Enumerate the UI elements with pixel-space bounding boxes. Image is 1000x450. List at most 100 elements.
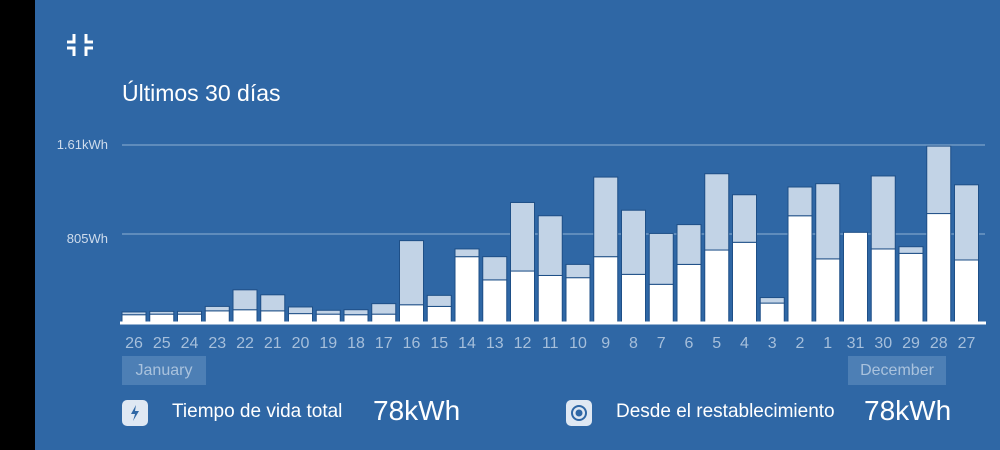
lightning-icon: [122, 400, 148, 426]
x-tick-label-15: 15: [430, 335, 448, 352]
x-tick-label-14: 14: [458, 335, 476, 352]
x-tick-label-5: 5: [712, 335, 721, 352]
x-tick-label-22: 22: [236, 335, 254, 352]
x-tick-label-23: 23: [208, 335, 226, 352]
bar-segment-25-s1: [149, 310, 175, 315]
since-reset-value: 78kWh: [864, 395, 952, 426]
bar-segment-5-s0: [704, 249, 730, 324]
bar-segment-27-s0: [954, 259, 979, 324]
lifetime-label: Tiempo de vida total: [172, 401, 343, 422]
bar-segment-8-s1: [621, 209, 646, 275]
bar-segment-13-s1: [482, 256, 508, 281]
bar-segment-16-s1: [399, 240, 424, 306]
lifetime-value: 78kWh: [373, 395, 461, 426]
bar-segment-24-s1: [177, 310, 202, 315]
bar-segment-19-s1: [315, 309, 341, 315]
x-tick-label-25: 25: [153, 335, 171, 352]
x-tick-label-1: 1: [823, 335, 832, 352]
bar-segment-15-s0: [426, 305, 452, 324]
bar-segment-6-s0: [676, 263, 702, 324]
bar-segment-16-s0: [399, 304, 424, 324]
bar-segment-29-s1: [898, 246, 924, 254]
y-tick-label-mid: 805Wh: [67, 231, 108, 246]
x-tick-label-8: 8: [629, 335, 638, 352]
bar-segment-15-s1: [426, 294, 452, 307]
x-tick-label-7: 7: [657, 335, 666, 352]
bar-segment-11-s1: [537, 215, 563, 276]
bar-segment-26-s1: [121, 311, 147, 316]
collapse-icon[interactable]: [64, 30, 96, 60]
x-tick-label-12: 12: [514, 335, 532, 352]
x-tick-label-30: 30: [874, 335, 892, 352]
x-tick-label-28: 28: [930, 335, 948, 352]
bar-segment-1-s0: [815, 258, 841, 324]
bar-segment-4-s1: [732, 194, 757, 243]
x-tick-label-20: 20: [292, 335, 310, 352]
x-tick-label-10: 10: [569, 335, 587, 352]
bar-segment-22-s0: [232, 309, 258, 324]
x-tick-label-29: 29: [902, 335, 920, 352]
bar-segment-17-s1: [371, 303, 397, 315]
bar-segment-10-s0: [565, 277, 591, 324]
chart-title: Últimos 30 días: [122, 80, 281, 106]
x-tick-label-24: 24: [181, 335, 199, 352]
bar-segment-4-s0: [732, 241, 757, 324]
bar-segment-8-s0: [621, 273, 646, 324]
x-tick-label-13: 13: [486, 335, 504, 352]
bar-segment-7-s0: [648, 283, 674, 324]
x-tick-label-6: 6: [685, 335, 694, 352]
bar-segment-11-s0: [537, 274, 563, 324]
bar-segment-14-s0: [454, 256, 480, 324]
x-tick-label-16: 16: [403, 335, 421, 352]
x-tick-label-11: 11: [542, 335, 559, 352]
bar-segment-14-s1: [454, 248, 480, 258]
month-label-january: January: [122, 356, 206, 385]
x-tick-label-31: 31: [847, 335, 865, 352]
x-tick-label-18: 18: [347, 335, 365, 352]
bar-segment-23-s0: [204, 310, 230, 324]
bar-segment-29-s0: [898, 252, 924, 324]
y-tick-label-top: 1.61kWh: [57, 137, 108, 152]
bar-segment-28-s1: [926, 145, 952, 215]
bar-segment-2-s0: [787, 215, 813, 324]
x-tick-label-21: 21: [264, 335, 282, 352]
bar-segment-3-s1: [759, 297, 785, 304]
bar-segment-9-s0: [593, 256, 619, 324]
bar-segment-5-s1: [704, 173, 730, 251]
since-reset-label: Desde el restablecimiento: [616, 401, 835, 422]
x-tick-label-2: 2: [796, 335, 805, 352]
x-tick-labels-group: 26 25 24 23 22 21 20 19 18 17 16 15 14 13 12 11 10 9 8 7 6 5 4…: [125, 335, 975, 352]
bar-segment-30-s1: [870, 175, 896, 250]
x-tick-label-26: 26: [125, 335, 143, 352]
month-label-december: December: [848, 356, 946, 385]
bar-segment-1-s1: [815, 183, 841, 260]
bar-segment-18-s1: [343, 309, 369, 316]
reset-icon: [566, 400, 592, 426]
bar-segment-23-s1: [204, 305, 230, 312]
bar-segment-6-s1: [676, 224, 702, 265]
bar-segment-10-s1: [565, 263, 591, 279]
bar-segment-2-s1: [787, 186, 813, 217]
bar-segment-22-s1: [232, 289, 258, 311]
x-tick-label-4: 4: [740, 335, 749, 352]
x-tick-label-27: 27: [958, 335, 976, 352]
bar-segment-12-s0: [510, 270, 535, 324]
bar-segment-9-s1: [593, 176, 619, 258]
bars-group: [121, 145, 979, 324]
bar-segment-13-s0: [482, 279, 508, 324]
bar-segment-31-s0: [843, 231, 868, 324]
x-tick-label-19: 19: [319, 335, 337, 352]
bar-segment-21-s1: [260, 294, 286, 312]
bar-segment-20-s1: [288, 306, 313, 315]
x-tick-label-17: 17: [375, 335, 393, 352]
x-tick-label-3: 3: [768, 335, 777, 352]
bar-segment-7-s1: [648, 232, 674, 285]
bar-segment-21-s0: [260, 310, 286, 324]
x-tick-label-9: 9: [601, 335, 610, 352]
bar-segment-28-s0: [926, 213, 952, 324]
bar-segment-30-s0: [870, 248, 896, 324]
bar-segment-27-s1: [954, 184, 979, 261]
bar-segment-12-s1: [510, 201, 535, 272]
bar-segment-3-s0: [759, 302, 785, 324]
